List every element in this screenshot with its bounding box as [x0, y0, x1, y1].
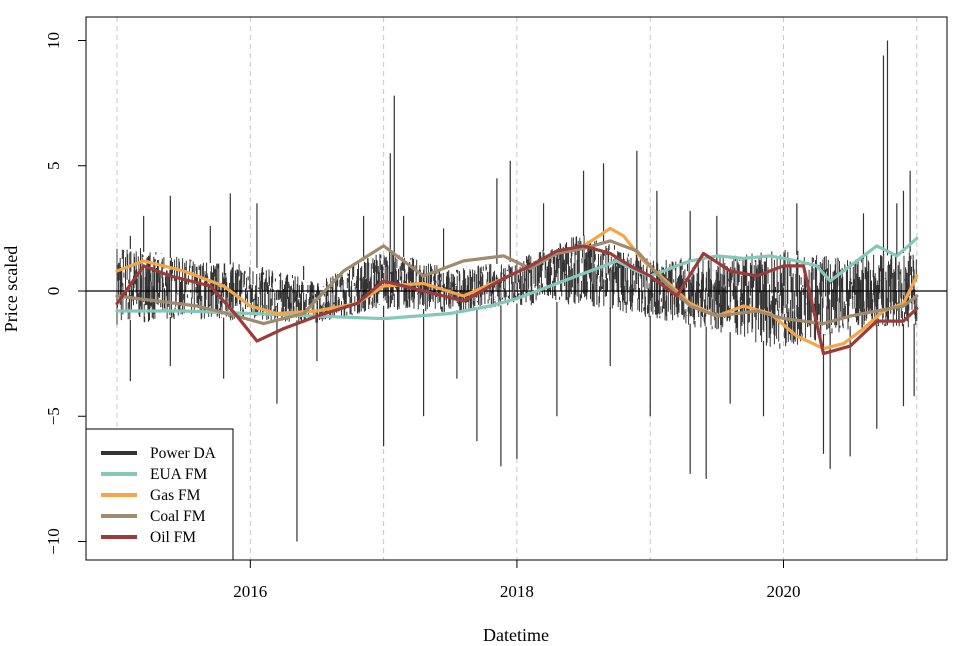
fm-series-lines	[115, 226, 919, 356]
y-tick-label: −5	[44, 407, 63, 425]
x-tick-label: 2020	[767, 582, 801, 601]
legend-label-coal-fm: Coal FM	[150, 508, 206, 525]
y-axis-title: Price scaled	[1, 246, 21, 332]
y-tick-label: 0	[44, 287, 63, 296]
y-tick-label: 5	[44, 162, 63, 171]
x-tick-label: 2016	[233, 582, 267, 601]
legend: Power DA EUA FM Gas FM Coal FM Oil FM	[85, 428, 234, 561]
y-tick-label: 10	[44, 32, 63, 49]
oil-fm-line	[115, 244, 919, 356]
legend-label-power-da: Power DA	[150, 445, 217, 462]
x-tick-label: 2018	[500, 582, 534, 601]
gas-fm-line	[115, 226, 919, 351]
x-axis-title: Datetime	[483, 625, 549, 645]
legend-label-oil-fm: Oil FM	[150, 529, 196, 546]
legend-label-eua-fm: EUA FM	[150, 466, 207, 483]
axes: 2016 2018 2020 −10 −5 0 5 10	[44, 32, 801, 601]
y-tick-label: −10	[44, 528, 63, 555]
legend-label-gas-fm: Gas FM	[150, 487, 201, 504]
